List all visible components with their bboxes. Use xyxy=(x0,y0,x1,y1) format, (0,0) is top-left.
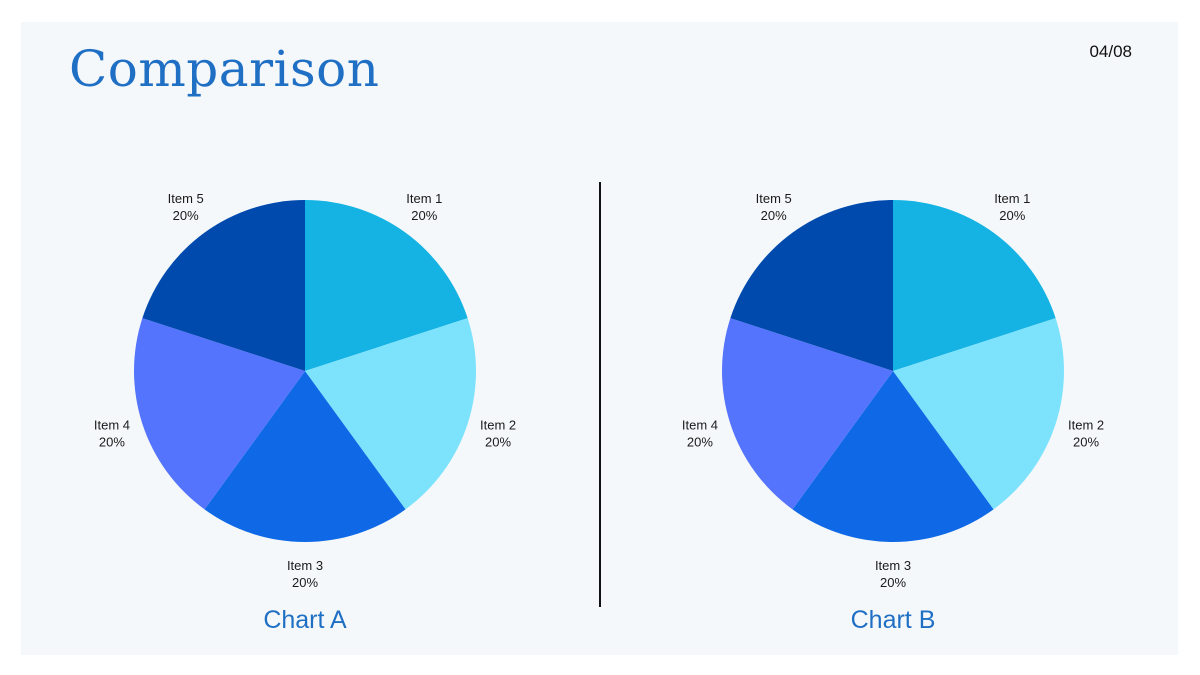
chart-a-slice-4 xyxy=(134,318,305,510)
chart-b-slice-4 xyxy=(721,318,893,510)
chart-a-category-label: Item 4 xyxy=(94,418,130,433)
chart-b-value-label: 20% xyxy=(1073,435,1099,450)
chart-b-category-label: Item 1 xyxy=(994,191,1030,206)
chart-b-category-label: Item 3 xyxy=(875,558,911,573)
slide: Comparison 04/08 Item 1 20% Item 2 20% Item … xyxy=(21,22,1178,655)
chart-b-category-label: Item 4 xyxy=(682,418,718,433)
chart-b-slice-3 xyxy=(792,371,994,542)
chart-b-value-label: 20% xyxy=(761,208,787,223)
page-title: Comparison xyxy=(69,40,380,98)
chart-a-slice-5 xyxy=(142,200,305,371)
chart-a-value-label: 20% xyxy=(173,208,199,223)
chart-a-category-label: Item 3 xyxy=(287,558,323,573)
chart-b-slice-5 xyxy=(730,200,893,371)
chart-a-value-label: 20% xyxy=(411,208,437,223)
chart-a-slice-1 xyxy=(305,200,468,371)
chart-a-category-label: Item 2 xyxy=(480,418,516,433)
chart-b-category-label: Item 2 xyxy=(1068,418,1104,433)
chart-a-value-label: 20% xyxy=(292,575,318,590)
chart-a-slice-2 xyxy=(305,318,476,510)
page-number: 04/08 xyxy=(1089,42,1132,61)
chart-divider xyxy=(599,182,601,607)
chart-a-value-label: 20% xyxy=(485,435,511,450)
pie-charts: Item 1 20% Item 2 20% Item 3 20% Item 4 20% Item… xyxy=(94,191,1104,590)
chart-b-slice-1 xyxy=(893,200,1056,371)
chart-a-caption: Chart A xyxy=(263,606,347,634)
chart-b-category-label: Item 5 xyxy=(756,191,792,206)
chart-b-value-label: 20% xyxy=(999,208,1025,223)
chart-a-category-label: Item 5 xyxy=(168,191,204,206)
chart-b-slice-2 xyxy=(893,318,1064,510)
chart-b-value-label: 20% xyxy=(880,575,906,590)
chart-a-value-label: 20% xyxy=(99,435,125,450)
chart-b-caption: Chart B xyxy=(850,606,936,634)
chart-a-category-label: Item 1 xyxy=(406,191,442,206)
chart-a-slice-3 xyxy=(204,371,406,542)
chart-b-value-label: 20% xyxy=(687,435,713,450)
